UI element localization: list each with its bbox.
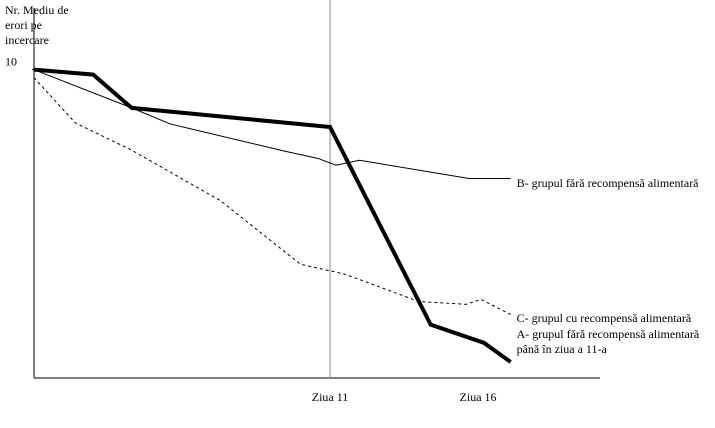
series-label: C- grupul cu recompensă alimentară bbox=[516, 311, 692, 326]
x-tick-label: Ziua 16 bbox=[460, 390, 497, 404]
series-label: B- grupul fără recompensă alimentară bbox=[516, 175, 699, 190]
x-tick-label: Ziua 11 bbox=[312, 390, 349, 404]
series-label: A- grupul fără recompensă alimentară pân… bbox=[516, 326, 700, 356]
series-line bbox=[33, 77, 511, 315]
y-tick-label: 10 bbox=[5, 54, 17, 68]
series-line bbox=[33, 67, 512, 364]
series-line bbox=[33, 69, 511, 180]
y-axis-label: Nr. Mediu de erori pe incercare bbox=[5, 3, 69, 47]
